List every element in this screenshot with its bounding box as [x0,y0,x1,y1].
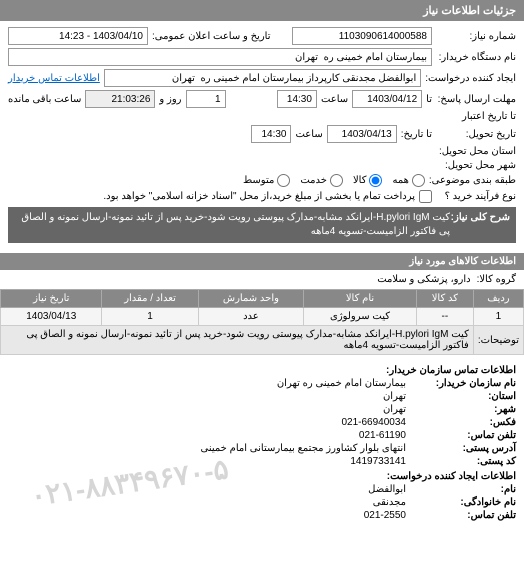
delivery-date-input[interactable] [327,125,397,143]
category-radios: همه کالا خدمت متوسط [243,174,425,187]
col-row: ردیف [473,290,523,308]
items-table: ردیف کد کالا نام کالا واحد شمارش تعداد /… [0,289,524,355]
table-row: 1 -- کیت سرولوژی عدد 1 1403/04/13 [1,308,524,326]
radio-medium[interactable]: متوسط [243,174,290,187]
row-desc: کیت H.pylori IgM-ایرانکد مشابه-مدارک پیو… [1,326,474,355]
form-section: شماره نیاز: تاریخ و ساعت اعلان عمومی: نا… [0,21,524,253]
time-label-2: ساعت [295,129,322,140]
desc-label: شرح کلی نیاز: [450,211,510,239]
announce-input[interactable] [8,27,148,45]
cell-date: 1403/04/13 [1,308,102,326]
day-label: روز و [159,94,181,105]
table-desc-row: توضیحات: کیت H.pylori IgM-ایرانکد مشابه-… [1,326,524,355]
postcode-label: کد پستی: [406,456,516,467]
contact-link[interactable]: اطلاعات تماس خریدار [8,73,100,84]
col-code: کد کالا [416,290,473,308]
delivery-ta: تا تاریخ: [401,129,432,140]
page-title: جزئیات اطلاعات نیاز [423,5,516,17]
phone-val: 021-61190 [359,430,406,441]
buyer-label: نام دستگاه خریدار: [436,52,516,63]
col-qty: تعداد / مقدار [102,290,198,308]
fax-val: 021-66940034 [341,417,406,428]
remain-time-input[interactable] [85,90,155,108]
fprovince-val: تهران [383,391,406,402]
deadline-date-input[interactable] [352,90,422,108]
org-label: نام سازمان خریدار: [406,378,516,389]
footer-header: اطلاعات تماس سازمان خریدار: [8,365,516,376]
fcity-label: شهر: [406,404,516,415]
purchase-label: نوع فرآیند خرید ؟ [436,191,516,202]
cphone-val: 021-2550 [364,510,406,521]
fprovince-label: استان: [406,391,516,402]
buyer-input[interactable] [8,48,432,66]
budget-label: طبقه بندی موضوعی: [429,175,516,186]
time-label: ساعت [321,94,348,105]
cell-qty: 1 [102,308,198,326]
page-header: جزئیات اطلاعات نیاز [0,0,524,21]
province-label: استان محل تحویل: [436,146,516,157]
fcity-val: تهران [383,404,406,415]
description-block: شرح کلی نیاز: کیت H.pylori IgM-ایرانکد م… [8,207,516,243]
col-unit: واحد شمارش [198,290,304,308]
col-date: تاریخ نیاز [1,290,102,308]
cell-name: کیت سرولوژی [304,308,417,326]
delivery-time-input[interactable] [251,125,291,143]
radio-kala[interactable]: کالا [353,174,383,187]
req-no-input[interactable] [292,27,432,45]
cell-unit: عدد [198,308,304,326]
name-label: نام: [406,484,516,495]
family-label: نام خانوادگی: [406,497,516,508]
requester-input[interactable] [104,69,421,87]
announce-label: تاریخ و ساعت اعلان عمومی: [152,31,271,42]
credit-label: تا تاریخ اعتبار [436,111,516,122]
days-input[interactable] [186,90,226,108]
address-val: انتهای بلوار کشاورز مجتمع بیمارستانی اما… [201,443,406,454]
cell-code: -- [416,308,473,326]
creator-header: اطلاعات ایجاد کننده درخواست: [8,471,516,482]
group-val: دارو، پزشکی و سلامت [377,274,470,285]
fax-label: فکس: [406,417,516,428]
cell-row: 1 [473,308,523,326]
col-name: نام کالا [304,290,417,308]
phone-label: تلفن تماس: [406,430,516,441]
group-row: گروه کالا: دارو، پزشکی و سلامت [0,270,524,289]
remain-label: ساعت باقی مانده [8,94,81,105]
deadline-ta: تا [426,94,432,105]
requester-label: ایجاد کننده درخواست: [425,73,516,84]
postcode-val: 1419733141 [350,456,406,467]
delivery-label: تاریخ تحویل: [436,129,516,140]
name-val: ابوالفضل [368,484,406,495]
address-label: آدرس پستی: [406,443,516,454]
radio-service[interactable]: خدمت [300,174,343,187]
family-val: مجدنقی [373,497,406,508]
group-label: گروه کالا: [477,274,516,285]
items-header: اطلاعات کالاهای مورد نیاز [0,253,524,270]
city-label: شهر محل تحویل: [436,160,516,171]
org-val: بیمارستان امام خمینی ره تهران [277,378,406,389]
radio-all[interactable]: همه [392,174,424,187]
req-no-label: شماره نیاز: [436,31,516,42]
payment-checkbox[interactable]: پرداخت تمام یا بخشی از مبلغ خرید،از محل … [103,190,432,203]
row-desc-label: توضیحات: [473,326,523,355]
deadline-time-input[interactable] [277,90,317,108]
cphone-label: تلفن تماس: [406,510,516,521]
desc-text: کیت H.pylori IgM-ایرانکد مشابه-مدارک پیو… [14,211,450,239]
footer-section: اطلاعات تماس سازمان خریدار: نام سازمان خ… [0,355,524,529]
deadline-label: مهلت ارسال پاسخ: [436,94,516,105]
